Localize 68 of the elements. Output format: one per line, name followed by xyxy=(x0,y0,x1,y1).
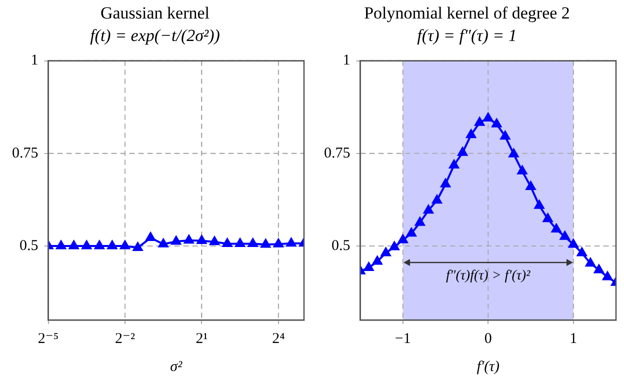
point xyxy=(68,240,79,250)
point xyxy=(107,240,118,250)
point xyxy=(500,130,510,140)
point xyxy=(586,258,596,267)
point xyxy=(248,238,258,247)
point xyxy=(82,240,92,250)
point xyxy=(406,228,416,237)
x-axis-title: σ² xyxy=(170,358,183,375)
band-label: f″(τ)f(τ) > f′(τ)² xyxy=(446,268,532,284)
point xyxy=(492,118,502,128)
point xyxy=(222,238,232,247)
x-tick-label: 0 xyxy=(484,330,492,347)
y-tick-label: 1 xyxy=(30,52,38,69)
point xyxy=(594,264,604,274)
point xyxy=(526,181,536,190)
x-axis-title: f′(τ) xyxy=(476,358,500,375)
x-tick-label: 2⁻² xyxy=(115,330,136,347)
x-tick-label: −1 xyxy=(394,330,411,347)
point xyxy=(534,200,544,209)
x-tick-label: 2¹ xyxy=(196,330,208,347)
point xyxy=(458,147,468,156)
point xyxy=(551,224,562,233)
point xyxy=(56,240,66,250)
point xyxy=(560,231,570,240)
y-tick-label: 0.75 xyxy=(324,145,350,162)
chart-subtitle: f(t) = exp(−t/(2σ²)) xyxy=(90,26,220,46)
y-tick-label: 0.75 xyxy=(12,145,38,162)
point xyxy=(372,256,382,265)
point xyxy=(364,262,374,272)
point xyxy=(483,112,494,122)
point xyxy=(146,232,156,242)
point xyxy=(602,272,612,280)
chart-subtitle: f(τ) = f″(τ) = 1 xyxy=(417,26,517,46)
point xyxy=(508,148,519,158)
point xyxy=(286,238,296,247)
point xyxy=(260,238,271,248)
point xyxy=(466,129,476,138)
point xyxy=(542,213,553,222)
point xyxy=(398,234,408,244)
point xyxy=(568,238,578,248)
point xyxy=(389,242,400,250)
point xyxy=(380,247,391,256)
point xyxy=(235,238,245,247)
point xyxy=(210,236,220,246)
point xyxy=(424,204,434,214)
point xyxy=(449,160,459,168)
x-tick-label: 2⁻⁵ xyxy=(38,330,59,347)
y-tick-label: 0.5 xyxy=(20,238,38,254)
point xyxy=(474,117,484,126)
x-tick-label: 2⁴ xyxy=(272,330,285,347)
point xyxy=(120,240,130,250)
point xyxy=(274,238,284,248)
point xyxy=(517,166,528,174)
point xyxy=(432,194,442,204)
point xyxy=(415,217,425,226)
point xyxy=(171,236,182,245)
point xyxy=(158,238,168,248)
y-tick-label: 0.5 xyxy=(332,238,350,254)
chart-title: Gaussian kernel xyxy=(100,4,210,23)
point xyxy=(440,178,450,188)
point xyxy=(184,234,194,244)
y-tick-label: 1 xyxy=(342,52,350,69)
chart-title: Polynomial kernel of degree 2 xyxy=(364,4,570,23)
point xyxy=(132,242,143,252)
point xyxy=(94,240,104,250)
point xyxy=(577,247,587,256)
x-tick-label: 1 xyxy=(570,330,578,347)
point xyxy=(196,235,207,244)
